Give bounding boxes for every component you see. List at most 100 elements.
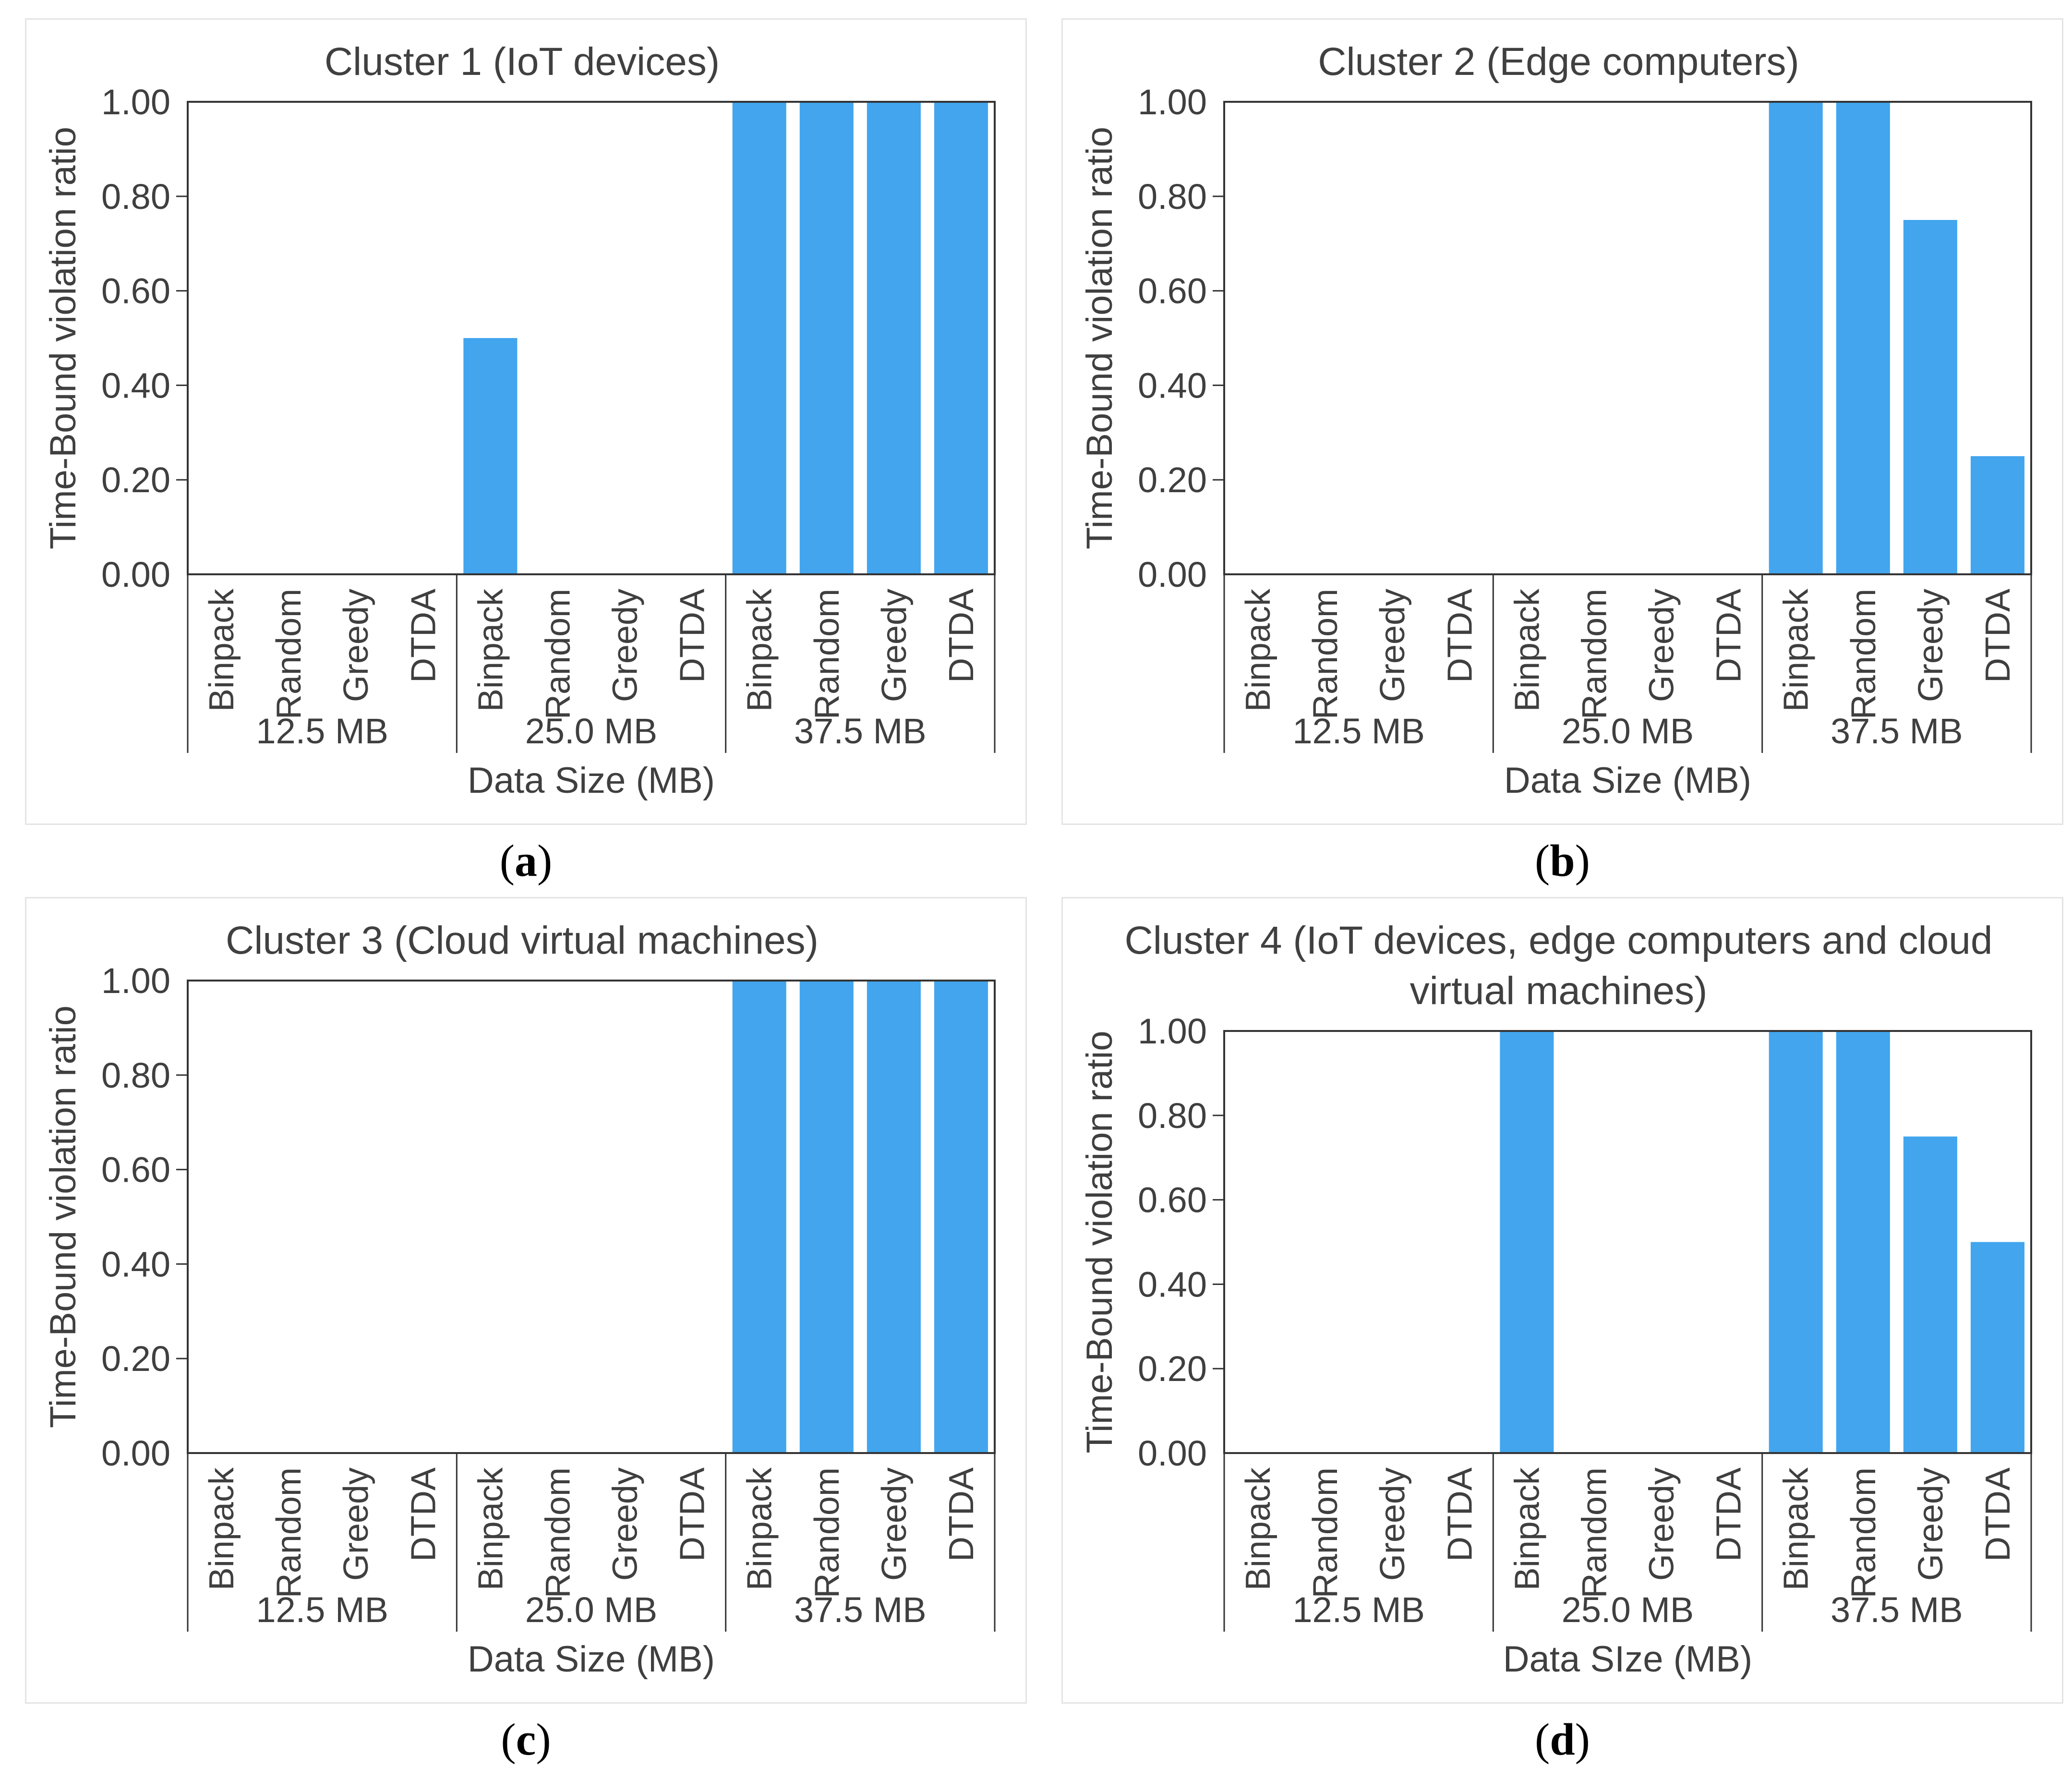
y-tick-label: 0.60 bbox=[1138, 1180, 1207, 1220]
algorithm-label: Random bbox=[1844, 1467, 1883, 1598]
group-label: 25.0 MB bbox=[1562, 1590, 1694, 1630]
bar-chart-c: 0.00 0.20 0.40 0.60 0.80 1.00 Binpack Random Gre… bbox=[43, 966, 996, 1680]
y-tick-label: 0.60 bbox=[101, 271, 170, 311]
algorithm-label: Random bbox=[1306, 589, 1345, 719]
chart-caption-a: (a) bbox=[499, 836, 553, 886]
algorithm-label: Greedy bbox=[606, 589, 645, 702]
y-tick-label: 0.60 bbox=[101, 1150, 170, 1190]
bar-37.5MB-DTDA bbox=[1970, 1242, 2024, 1453]
y-tick-label: 0.00 bbox=[101, 555, 170, 594]
bar-37.5MB-Binpack bbox=[732, 980, 786, 1453]
algorithm-label: Random bbox=[1844, 589, 1883, 719]
chart-caption-b: (b) bbox=[1535, 836, 1590, 886]
chart-title-a: Cluster 1 (IoT devices) bbox=[324, 40, 720, 84]
algorithm-label: Greedy bbox=[1912, 1467, 1950, 1581]
bar-37.5MB-DTDA bbox=[934, 101, 988, 574]
algorithm-label: DTDA bbox=[674, 1467, 712, 1562]
x-axis-title: Data Size (MB) bbox=[468, 1639, 715, 1680]
algorithm-label: Binpack bbox=[471, 1467, 510, 1590]
y-tick-label: 0.20 bbox=[1138, 1349, 1207, 1389]
algorithm-label: DTDA bbox=[404, 1467, 443, 1562]
group-label: 12.5 MB bbox=[1292, 1590, 1425, 1630]
algorithm-label: Binpack bbox=[1239, 1467, 1277, 1590]
algorithm-label: Random bbox=[539, 1467, 577, 1598]
y-axis-title: Time-Bound violation ratio bbox=[43, 1006, 84, 1428]
bar-chart-a: 0.00 0.20 0.40 0.60 0.80 1.00 Binpack Random Gre… bbox=[43, 87, 996, 801]
y-tick-label: 1.00 bbox=[1138, 87, 1207, 122]
bar-37.5MB-Random bbox=[799, 980, 854, 1453]
y-tick-label: 0.80 bbox=[1138, 1096, 1207, 1136]
bar-37.5MB-Greedy bbox=[867, 101, 921, 574]
y-axis-title: Time-Bound violation ratio bbox=[1079, 1030, 1120, 1453]
y-tick-label: 0.20 bbox=[1138, 460, 1207, 500]
algorithm-label: Greedy bbox=[337, 589, 375, 702]
algorithm-label: Binpack bbox=[741, 588, 779, 712]
caption-letter: a bbox=[515, 836, 537, 886]
y-tick-label: 0.00 bbox=[101, 1433, 170, 1473]
bar-37.5MB-Binpack bbox=[1769, 101, 1823, 574]
algorithm-label: Binpack bbox=[741, 1467, 779, 1590]
figure-cell-b: Cluster 2 (Edge computers) 0.00 0.20 0.40 0… bbox=[1061, 18, 2063, 897]
group-label: 12.5 MB bbox=[1292, 711, 1425, 751]
y-tick-label: 0.00 bbox=[1138, 555, 1207, 594]
algorithm-label: DTDA bbox=[942, 589, 981, 683]
algorithm-label: Greedy bbox=[1643, 589, 1681, 702]
algorithm-label: DTDA bbox=[1979, 589, 2017, 683]
y-tick-label: 1.00 bbox=[1138, 1017, 1207, 1051]
figure-cell-a: Cluster 1 (IoT devices) 0.00 0.20 0.40 0.60… bbox=[25, 18, 1027, 897]
group-label: 37.5 MB bbox=[1831, 711, 1963, 751]
group-label: 25.0 MB bbox=[525, 1590, 658, 1630]
algorithm-label: Random bbox=[539, 589, 577, 719]
algorithm-label: Binpack bbox=[203, 588, 241, 712]
chart-title-b: Cluster 2 (Edge computers) bbox=[1318, 40, 1799, 84]
algorithm-label: Greedy bbox=[1643, 1467, 1681, 1581]
chart-caption-c: (c) bbox=[501, 1715, 551, 1765]
algorithm-label: DTDA bbox=[1441, 1467, 1479, 1562]
algorithm-label: Greedy bbox=[875, 589, 914, 702]
algorithm-label: Random bbox=[808, 1467, 846, 1598]
chart-title-d: Cluster 4 (IoT devices, edge computers a… bbox=[1124, 919, 1993, 1013]
y-tick-label: 0.00 bbox=[1138, 1433, 1207, 1473]
chart-panel-a: Cluster 1 (IoT devices) 0.00 0.20 0.40 0.60… bbox=[25, 18, 1027, 825]
chart-caption-d: (d) bbox=[1535, 1715, 1590, 1765]
figure-cell-d: Cluster 4 (IoT devices, edge computers a… bbox=[1061, 897, 2063, 1776]
algorithm-label: Greedy bbox=[1912, 589, 1950, 702]
y-tick-label: 0.20 bbox=[101, 1339, 170, 1379]
algorithm-label: Binpack bbox=[203, 1467, 241, 1590]
bar-37.5MB-Random bbox=[1836, 1030, 1890, 1453]
algorithm-label: Binpack bbox=[1239, 588, 1277, 712]
group-label: 12.5 MB bbox=[256, 711, 388, 751]
bar-37.5MB-DTDA bbox=[934, 980, 988, 1453]
bar-chart-b: 0.00 0.20 0.40 0.60 0.80 1.00 Binpack Random Gre… bbox=[1079, 87, 2032, 801]
y-axis-title: Time-Bound violation ratio bbox=[43, 127, 84, 549]
algorithm-label: Greedy bbox=[337, 1467, 375, 1581]
algorithm-label: Greedy bbox=[1373, 1467, 1412, 1581]
group-label: 37.5 MB bbox=[794, 711, 927, 751]
algorithm-label: Random bbox=[270, 1467, 308, 1598]
group-label: 37.5 MB bbox=[1831, 1590, 1963, 1630]
y-tick-label: 1.00 bbox=[101, 966, 170, 1001]
bar-37.5MB-Binpack bbox=[732, 101, 786, 574]
y-tick-label: 0.40 bbox=[101, 365, 170, 405]
bar-chart-d: 0.00 0.20 0.40 0.60 0.80 1.00 Binpack Random Gre… bbox=[1079, 1017, 2032, 1680]
bar-37.5MB-Random bbox=[1836, 101, 1890, 574]
bar-37.5MB-Greedy bbox=[1903, 1136, 1957, 1453]
plot-border bbox=[1223, 100, 2032, 575]
bar-25.0MB-Binpack bbox=[463, 338, 518, 574]
plot-border bbox=[1223, 1030, 2032, 1454]
y-tick-label: 0.40 bbox=[1138, 1264, 1207, 1304]
algorithm-label: Random bbox=[808, 589, 846, 719]
algorithm-label: DTDA bbox=[942, 1467, 981, 1562]
algorithm-label: DTDA bbox=[674, 589, 712, 683]
group-label: 25.0 MB bbox=[525, 711, 658, 751]
x-axis-title: Data Size (MB) bbox=[468, 760, 715, 801]
algorithm-label: Binpack bbox=[1777, 1467, 1816, 1590]
algorithm-label: Random bbox=[1575, 589, 1614, 719]
y-axis-title: Time-Bound violation ratio bbox=[1079, 127, 1120, 549]
y-tick-label: 0.40 bbox=[101, 1244, 170, 1284]
group-label: 12.5 MB bbox=[256, 1590, 388, 1630]
bar-37.5MB-DTDA bbox=[1970, 456, 2024, 574]
y-tick-label: 1.00 bbox=[101, 87, 170, 122]
y-tick-label: 0.20 bbox=[101, 460, 170, 500]
